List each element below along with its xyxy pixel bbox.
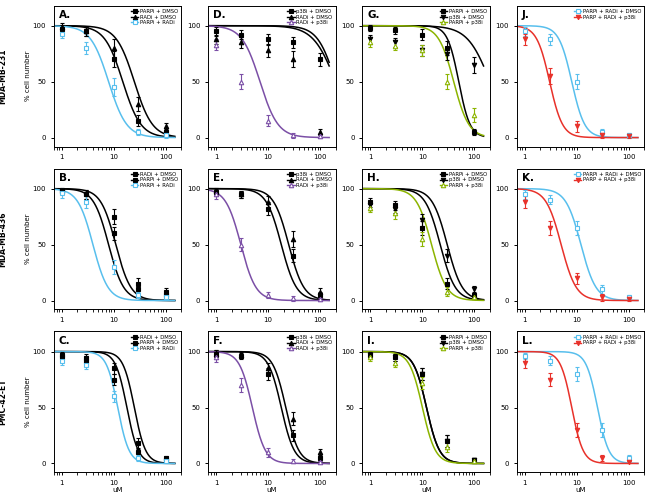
X-axis label: uM: uM	[421, 488, 432, 494]
Legend: PARPi + DMSO, p38i + DMSO, PARPi + p38i: PARPi + DMSO, p38i + DMSO, PARPi + p38i	[439, 334, 488, 352]
Text: MDA-MB-231: MDA-MB-231	[0, 48, 8, 104]
Legend: PARPi + RADi + DMSO, PARP + RADi + p38i: PARPi + RADi + DMSO, PARP + RADi + p38i	[573, 171, 642, 183]
Text: L.: L.	[522, 336, 532, 346]
Legend: PARPi + DMSO, p38i + DMSO, PARPi + p38i: PARPi + DMSO, p38i + DMSO, PARPi + p38i	[439, 8, 488, 26]
Text: C.: C.	[58, 336, 70, 346]
Text: H.: H.	[367, 173, 380, 183]
X-axis label: uM: uM	[112, 488, 123, 494]
Text: F.: F.	[213, 336, 223, 346]
Legend: PARPi + RADi + DMSO, PARP + RADi + p38i: PARPi + RADi + DMSO, PARP + RADi + p38i	[573, 8, 642, 20]
Text: B.: B.	[58, 173, 71, 183]
Legend: PARPi + RADi + DMSO, PARP + RADi + p38i: PARPi + RADi + DMSO, PARP + RADi + p38i	[573, 334, 642, 346]
Legend: RADi + DMSO, PARPi + DMSO, PARPi + RADi: RADi + DMSO, PARPi + DMSO, PARPi + RADi	[131, 171, 179, 189]
Y-axis label: % cell number: % cell number	[25, 51, 31, 101]
Y-axis label: % cell number: % cell number	[25, 377, 31, 427]
Text: J.: J.	[522, 10, 530, 20]
Legend: p38i + DMSO, RADi + DMSO, RADi + p38i: p38i + DMSO, RADi + DMSO, RADi + p38i	[287, 8, 333, 26]
Legend: p38i + DMSO, RADi + DMSO, RADi + p38i: p38i + DMSO, RADi + DMSO, RADi + p38i	[287, 334, 333, 352]
Text: E.: E.	[213, 173, 224, 183]
Text: MDA-MB-436: MDA-MB-436	[0, 211, 8, 267]
X-axis label: uM: uM	[575, 488, 586, 494]
Text: A.: A.	[58, 10, 71, 20]
Legend: PARPi + DMSO, p38i + DMSO, PARPi + p38i: PARPi + DMSO, p38i + DMSO, PARPi + p38i	[439, 171, 488, 189]
Y-axis label: % cell number: % cell number	[25, 214, 31, 264]
X-axis label: uM: uM	[266, 488, 277, 494]
Legend: PARPi + DMSO, RADi + DMSO, PARPi + RADi: PARPi + DMSO, RADi + DMSO, PARPi + RADi	[131, 8, 179, 26]
Legend: p38i + DMSO, RADi + DMSO, RADi + p38i: p38i + DMSO, RADi + DMSO, RADi + p38i	[287, 171, 333, 189]
Legend: RADi + DMSO, PARPi + DMSO, PARPi + RADi: RADi + DMSO, PARPi + DMSO, PARPi + RADi	[131, 334, 179, 352]
Text: PMC-42-ET: PMC-42-ET	[0, 379, 8, 425]
Text: G.: G.	[367, 10, 380, 20]
Text: D.: D.	[213, 10, 226, 20]
Text: K.: K.	[522, 173, 534, 183]
Text: I.: I.	[367, 336, 375, 346]
